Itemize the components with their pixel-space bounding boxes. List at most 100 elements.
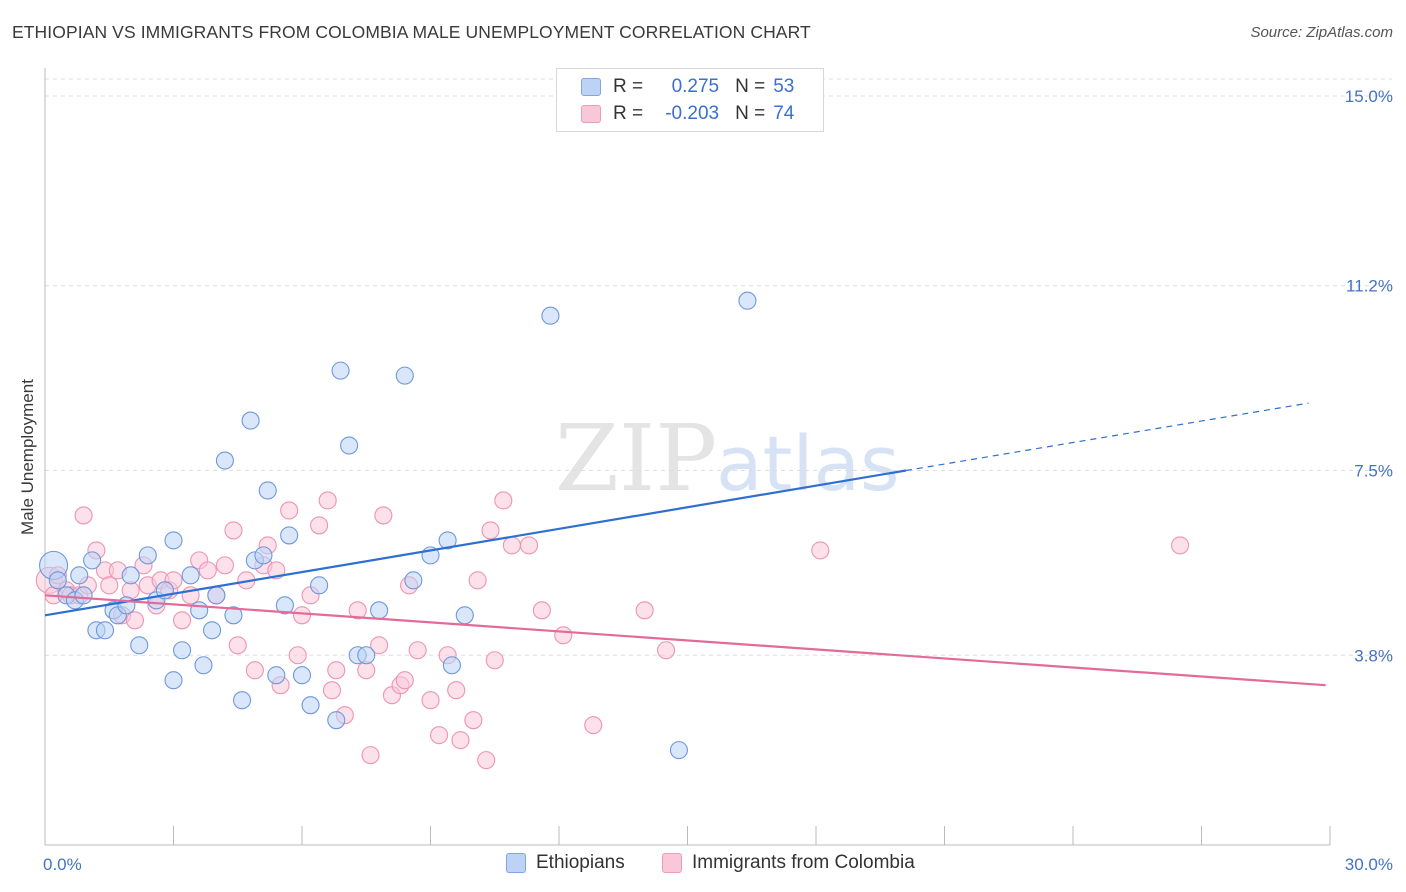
ethiopian-point	[267, 666, 286, 685]
legend-swatch-blue	[506, 853, 526, 873]
ethiopian-point	[121, 566, 140, 585]
colombia-point	[494, 491, 513, 510]
ethiopian-point	[541, 306, 560, 325]
watermark-zip: ZIP	[555, 405, 717, 512]
y-tick-label: 15.0%	[1345, 87, 1393, 106]
legend-row-ethiopians: R = 0.275 N = 53	[581, 74, 794, 100]
ethiopian-point	[738, 291, 757, 310]
colombia-point	[464, 711, 483, 730]
colombia-point	[468, 571, 487, 590]
ethiopian-point	[207, 586, 226, 605]
legend-r-value: 0.275	[671, 76, 720, 97]
colombia-point	[502, 536, 521, 555]
ethiopian-point	[442, 656, 461, 675]
colombia-point	[584, 716, 603, 735]
ethiopian-point	[224, 606, 243, 625]
ethiopian-point	[292, 666, 312, 685]
ethiopian-point	[117, 596, 136, 615]
series-legend-ethiopians[interactable]: Ethiopians	[506, 852, 625, 874]
colombia-point	[477, 751, 496, 770]
series-label-ethiopians: Ethiopians	[536, 852, 625, 873]
colombia-point	[395, 671, 414, 690]
gridlines	[45, 78, 1392, 656]
ethiopian-point	[327, 711, 346, 730]
colombia-point	[554, 626, 573, 645]
ethiopian-point	[310, 576, 329, 595]
ethiopian-point	[438, 531, 457, 550]
series-label-colombia: Immigrants from Colombia	[692, 852, 915, 873]
colombia-point	[811, 541, 830, 560]
ethiopian-point	[74, 586, 93, 605]
ethiopian-point	[301, 696, 320, 715]
colombia-point	[100, 576, 119, 595]
y-tick-label: 3.8%	[1354, 646, 1393, 665]
ethiopian-point	[164, 531, 183, 550]
ethiopian-point	[190, 601, 209, 620]
source-credit: Source: ZipAtlas.com	[1250, 24, 1393, 41]
colombia-point	[310, 516, 329, 535]
legend-r-label: R =	[613, 76, 644, 97]
ethiopian-point	[48, 571, 67, 590]
ethiopian-point	[258, 481, 277, 500]
ethiopian-point	[241, 411, 260, 430]
ethiopian-point	[70, 566, 89, 585]
trend-lines	[44, 402, 1326, 687]
legend-n-label: N =	[735, 103, 766, 124]
colombia-point	[635, 601, 654, 620]
series-legend-colombia[interactable]: Immigrants from Colombia	[662, 852, 915, 874]
ethiopian-point	[181, 566, 200, 585]
ethiopian-point	[130, 636, 149, 655]
axes	[44, 68, 1331, 846]
colombia-point	[125, 611, 144, 630]
colombia-point	[292, 606, 312, 625]
ethiopian-point	[370, 601, 389, 620]
ethiopian-point	[669, 741, 688, 760]
correlation-legend: R = 0.275 N = 53 R = -0.203 N = 74	[556, 68, 824, 132]
ethiopian-point	[254, 546, 273, 565]
ethiopian-point	[164, 671, 183, 690]
legend-swatch-pink	[662, 853, 682, 873]
colombia-trend-line	[44, 594, 1326, 687]
legend-n-value: 74	[773, 103, 795, 124]
colombia-point	[215, 556, 234, 575]
colombia-point	[1171, 536, 1190, 555]
colombia-point	[485, 651, 504, 670]
colombia-point	[447, 681, 466, 700]
colombia-point	[370, 636, 389, 655]
ethiopian-trend-line	[44, 469, 907, 617]
colombia-point	[348, 601, 367, 620]
colombia-point	[280, 501, 299, 520]
colombia-point	[657, 641, 676, 660]
legend-r-label: R =	[613, 103, 644, 124]
ethiopian-point	[203, 621, 222, 640]
colombia-point	[224, 521, 243, 540]
ethiopian-point	[95, 621, 115, 640]
colombia-point	[198, 561, 217, 580]
legend-n-value: 53	[773, 76, 795, 97]
colombia-point	[322, 681, 342, 700]
colombia-point	[532, 601, 551, 620]
ethiopian-point	[83, 551, 102, 570]
y-tick-label: 11.2%	[1346, 277, 1393, 296]
colombia-point	[173, 611, 192, 630]
ethiopian-point	[275, 596, 294, 615]
watermark-atlas: atlas	[716, 419, 900, 508]
chart-title: ETHIOPIAN VS IMMIGRANTS FROM COLOMBIA MA…	[12, 22, 811, 42]
colombia-point	[451, 731, 470, 750]
ethiopian-point	[331, 361, 350, 380]
colombia-point	[361, 746, 380, 765]
ethiopian-point	[404, 571, 423, 590]
legend-r-value: -0.203	[665, 103, 720, 124]
colombia-point	[421, 691, 440, 710]
ethiopian-point	[232, 691, 252, 710]
colombia-point	[228, 636, 247, 655]
ethiopian-point	[340, 436, 359, 455]
colombia-point	[519, 536, 539, 555]
colombia-point	[74, 506, 93, 525]
ethiopian-point	[395, 366, 414, 385]
tick-labels: 3.8% 7.5% 11.2% 15.0% 0.0% 30.0%	[43, 87, 1393, 874]
y-tick-label: 7.5%	[1354, 462, 1393, 481]
x-tick-label: 30.0%	[1345, 855, 1393, 874]
legend-row-colombia: R = -0.203 N = 74	[581, 101, 794, 127]
